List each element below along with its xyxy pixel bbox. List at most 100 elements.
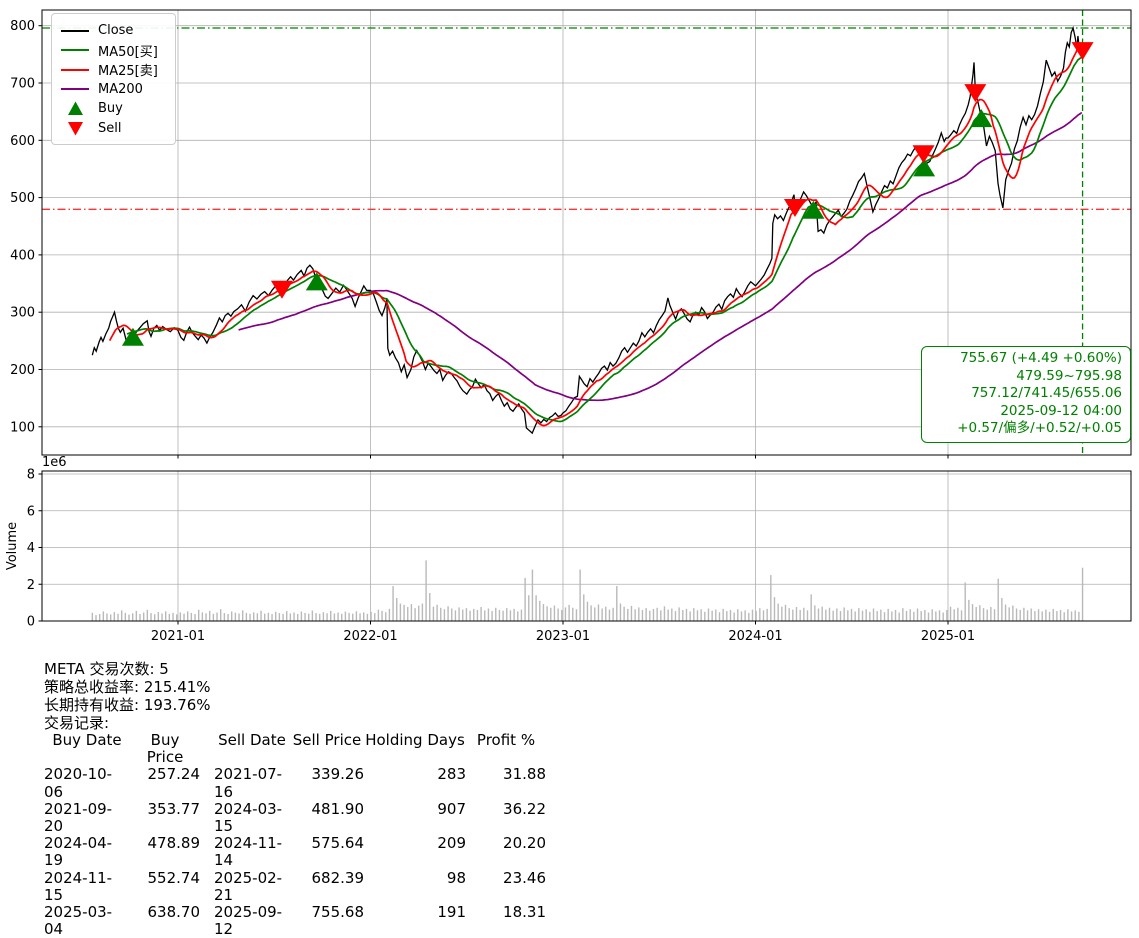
- svg-text:500: 500: [10, 191, 35, 206]
- legend-item-close: Close: [61, 21, 167, 41]
- trade-row-4-buy-date: 2025-03-04: [44, 903, 113, 938]
- trade-row-1-days: 907: [437, 799, 466, 818]
- trade-markers: [121, 42, 1094, 346]
- trade-row-0-buy-date: 2020-10-06: [44, 765, 113, 801]
- buy-marker: [913, 158, 936, 177]
- trade-row-3-sell-price: 682.39: [311, 868, 365, 887]
- price-volume-chart: 100 200 300 400 500 600 700 800 2021-01 2022-01 20…: [5, 9, 1132, 644]
- annotation-timestamp: 2025-09-12 04:00: [1000, 402, 1122, 419]
- trade-row-3-sell-date: 2025-02-21: [214, 868, 283, 904]
- legend-label-sell: Sell: [98, 120, 122, 136]
- close-line: [91, 25, 1084, 435]
- svg-text:2022-01: 2022-01: [343, 629, 397, 644]
- trade-row-0-sell-date: 2021-07-16: [214, 765, 283, 801]
- trade-row-0-profit: 31.88: [503, 765, 546, 784]
- legend-label-ma200: MA200: [98, 81, 143, 97]
- sell-marker: [912, 145, 935, 164]
- svg-text:200: 200: [10, 363, 35, 378]
- col-header-holding-days: Holding Days: [365, 731, 465, 749]
- svg-text:800: 800: [10, 19, 35, 34]
- trade-row-2-days: 209: [437, 834, 466, 853]
- volume-panel-border: [41, 470, 1132, 622]
- svg-text:2025-01: 2025-01: [921, 629, 975, 644]
- close-line-swatch: [61, 29, 89, 32]
- sell-marker: [964, 84, 987, 103]
- trade-row-0-sell-price: 339.26: [311, 765, 365, 784]
- summary-trade-count: META 交易次数: 5: [44, 660, 169, 678]
- trade-row-1-buy-price: 353.77: [147, 799, 201, 818]
- sell-marker: [1071, 42, 1094, 61]
- svg-text:4: 4: [27, 541, 35, 556]
- svg-text:2024-01: 2024-01: [728, 629, 782, 644]
- legend-item-ma200: MA200: [61, 80, 167, 100]
- volume-axis-title: Volume: [5, 522, 20, 570]
- summary-records-title: 交易记录:: [44, 714, 110, 732]
- sell-marker: [783, 198, 806, 217]
- col-header-sell-date: Sell Date: [218, 731, 286, 749]
- trade-row-4-days: 191: [437, 903, 466, 922]
- svg-text:8: 8: [27, 468, 35, 483]
- trade-row-2-profit: 20.20: [503, 834, 546, 853]
- ma200-line-swatch: [61, 88, 89, 91]
- buy-marker: [305, 272, 328, 291]
- buy-marker: [121, 327, 144, 346]
- trade-row-2-sell-date: 2024-11-14: [214, 834, 283, 870]
- trade-row-3-buy-date: 2024-11-15: [44, 868, 113, 904]
- svg-text:6: 6: [27, 504, 35, 519]
- ma25-line-swatch: [61, 68, 89, 71]
- buy-marker: [970, 109, 993, 128]
- annotation-range: 479.59~795.98: [1016, 367, 1122, 384]
- svg-text:2021-01: 2021-01: [151, 629, 205, 644]
- legend-label-ma25: MA25[卖]: [98, 64, 158, 80]
- sell-triangle-icon: [61, 121, 89, 136]
- ma200-line: [238, 111, 1083, 402]
- annotation-ma-values: 757.12/741.45/655.06: [971, 385, 1122, 401]
- trade-row-3-profit: 23.46: [503, 868, 546, 887]
- legend-label-ma50: MA50[买]: [98, 44, 158, 60]
- trade-row-2-sell-price: 575.64: [311, 834, 365, 853]
- trade-records-table: Buy Date Buy Price Sell Date Sell Price …: [44, 731, 546, 938]
- trade-row-4-profit: 18.31: [503, 903, 546, 922]
- trade-row-1-profit: 36.22: [503, 799, 546, 818]
- strategy-summary: META 交易次数: 5 策略总收益率: 215.41% 长期持有收益: 193…: [44, 660, 546, 938]
- buy-triangle-icon: [61, 101, 89, 116]
- trade-row-0-buy-price: 257.24: [147, 765, 201, 784]
- trade-row-4-buy-price: 638.70: [147, 903, 201, 922]
- svg-text:2023-01: 2023-01: [536, 629, 590, 644]
- annotation-signal: +0.57/偏多/+0.52/+0.05: [957, 420, 1122, 436]
- volume-axis-offset-label: 1e6: [42, 455, 67, 470]
- svg-text:300: 300: [10, 306, 35, 321]
- legend: Close MA50[买] MA25[卖] MA200 Buy Sell: [51, 13, 176, 145]
- trade-row-1-sell-date: 2024-03-15: [214, 799, 283, 836]
- legend-label-buy: Buy: [98, 101, 123, 117]
- trade-row-3-buy-price: 552.74: [147, 868, 201, 887]
- summary-hold-return: 长期持有收益: 193.76%: [44, 696, 211, 714]
- gridlines: [42, 10, 1131, 621]
- legend-label-close: Close: [98, 23, 134, 39]
- trade-row-3-days: 98: [446, 868, 466, 887]
- svg-text:0: 0: [27, 615, 35, 630]
- trade-row-1-buy-date: 2021-09-20: [44, 799, 113, 836]
- buy-marker: [802, 200, 825, 219]
- trade-row-1-sell-price: 481.90: [311, 799, 365, 818]
- col-header-profit: Profit %: [476, 731, 536, 749]
- col-header-sell-price: Sell Price: [292, 731, 362, 749]
- svg-text:700: 700: [10, 77, 35, 92]
- svg-text:2: 2: [27, 578, 35, 593]
- trade-row-0-days: 283: [437, 765, 466, 784]
- summary-strategy-return: 策略总收益率: 215.41%: [44, 678, 211, 696]
- ma50-line-swatch: [61, 49, 89, 52]
- legend-item-sell: Sell: [61, 119, 167, 139]
- col-header-buy-price: Buy Price: [146, 731, 184, 767]
- trade-row-2-buy-price: 478.89: [147, 834, 201, 853]
- trade-row-4-sell-price: 755.68: [311, 903, 365, 922]
- col-header-buy-date: Buy Date: [52, 731, 122, 749]
- legend-item-ma50: MA50[买]: [61, 41, 167, 61]
- page: { "colors": { "close": "#000000", "ma50"…: [5, 9, 1132, 938]
- trade-row-2-buy-date: 2024-04-19: [44, 834, 113, 870]
- svg-text:600: 600: [10, 134, 35, 149]
- volume-bars: [91, 560, 1084, 621]
- trade-row-4-sell-date: 2025-09-12: [214, 903, 283, 938]
